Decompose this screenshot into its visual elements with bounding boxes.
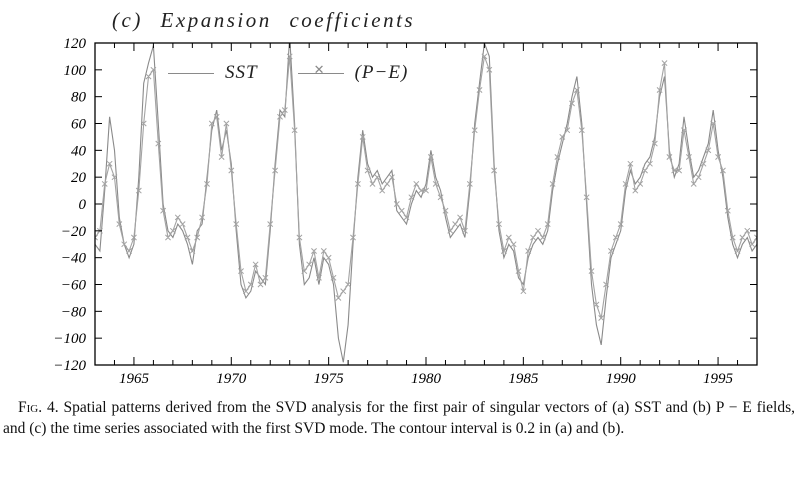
svg-text:1985: 1985 (508, 371, 539, 385)
svg-text:−120: −120 (53, 358, 86, 374)
svg-text:1970: 1970 (216, 371, 247, 385)
figure-caption-label: Fig. 4. (18, 399, 59, 416)
sst-line-icon (168, 72, 214, 74)
time-series-plot: 120 100 80 60 40 20 0 −20 −40 −60 −80 −100 −120 1965 1… (53, 36, 758, 385)
svg-text:60: 60 (71, 117, 87, 133)
svg-text:1995: 1995 (703, 371, 734, 385)
svg-text:120: 120 (64, 36, 87, 52)
legend-item-sst: SST (168, 62, 258, 84)
svg-text:100: 100 (64, 63, 87, 79)
svg-text:−60: −60 (61, 278, 87, 294)
svg-text:−20: −20 (61, 224, 87, 240)
chart-title: (c) Expansion coefficients (112, 8, 416, 32)
legend-item-pme: ✕ (P−E) (297, 62, 409, 84)
svg-text:−40: −40 (61, 251, 87, 267)
legend-label-sst: SST (225, 62, 258, 83)
svg-text:1990: 1990 (606, 371, 637, 385)
figure-caption: Fig. 4. Spatial patterns derived from th… (3, 397, 795, 440)
svg-text:−100: −100 (53, 331, 86, 347)
legend: SST ✕ (P−E) (168, 62, 408, 84)
svg-text:1980: 1980 (411, 371, 442, 385)
svg-text:80: 80 (71, 90, 87, 106)
figure-caption-text: Spatial patterns derived from the SVD an… (3, 399, 795, 438)
svg-text:0: 0 (79, 197, 87, 213)
legend-label-pme: (P−E) (354, 62, 409, 83)
svg-text:−80: −80 (61, 304, 87, 320)
svg-text:40: 40 (71, 143, 87, 159)
x-marker-icon: ✕ (313, 62, 325, 78)
svg-text:1965: 1965 (119, 371, 150, 385)
svg-text:20: 20 (71, 170, 87, 186)
pme-line-icon: ✕ (297, 63, 344, 78)
svg-text:1975: 1975 (314, 371, 345, 385)
